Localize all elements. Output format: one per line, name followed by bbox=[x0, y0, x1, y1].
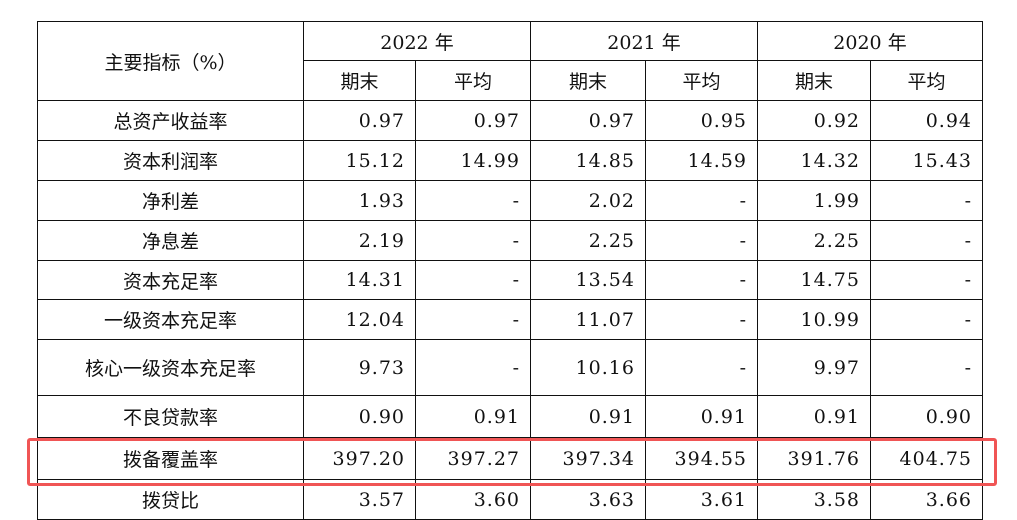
table-row: 总资产收益率 0.97 0.97 0.97 0.95 0.92 0.94 bbox=[37, 100, 983, 141]
table-row: 资本利润率 15.12 14.99 14.85 14.59 14.32 15.43 bbox=[37, 140, 983, 181]
value-cell: - bbox=[870, 180, 983, 221]
value-cell: - bbox=[870, 339, 983, 396]
value-cell: 3.66 bbox=[870, 479, 983, 520]
value-cell: 0.90 bbox=[303, 395, 416, 438]
value-cell: 1.93 bbox=[303, 180, 416, 221]
value-cell: 14.75 bbox=[757, 260, 871, 300]
header-row-sub: 期末 平均 期末 平均 期末 平均 bbox=[38, 60, 983, 101]
value-cell: - bbox=[870, 220, 983, 261]
sub-header-avg: 平均 bbox=[645, 60, 758, 101]
value-cell: 13.54 bbox=[530, 260, 646, 300]
value-cell: 397.34 bbox=[530, 437, 646, 480]
row-label: 净息差 bbox=[37, 220, 304, 261]
indicator-header: 主要指标（%） bbox=[37, 21, 304, 101]
value-cell: 394.55 bbox=[645, 437, 758, 480]
table-row: 一级资本充足率 12.04-11.07-10.99- bbox=[37, 299, 983, 340]
value-cell: 0.91 bbox=[530, 395, 646, 438]
row-label: 不良贷款率 bbox=[37, 395, 304, 438]
value-cell: - bbox=[645, 339, 758, 396]
value-cell: 0.97 bbox=[415, 100, 531, 141]
table-row: 不良贷款率 0.90 0.91 0.91 0.91 0.91 0.90 bbox=[37, 395, 983, 438]
table-row: 净利差 1.93-2.02-1.99- bbox=[37, 180, 983, 221]
value-cell: 2.19 bbox=[303, 220, 416, 261]
value-cell: 2.25 bbox=[757, 220, 871, 261]
row-label: 资本充足率 bbox=[37, 260, 304, 300]
year-header: 2022 年 bbox=[303, 21, 531, 61]
value-cell: 0.91 bbox=[757, 395, 871, 438]
value-cell: - bbox=[415, 180, 531, 221]
value-cell: 3.63 bbox=[530, 479, 646, 520]
value-cell: 10.99 bbox=[757, 299, 871, 340]
sub-header-avg: 平均 bbox=[415, 60, 531, 101]
value-cell: 9.73 bbox=[303, 339, 416, 396]
table-row: 拨贷比 3.57 3.60 3.63 3.61 3.58 3.66 bbox=[37, 479, 983, 520]
value-cell: 397.20 bbox=[303, 437, 416, 480]
value-cell: - bbox=[645, 299, 758, 340]
value-cell: 404.75 bbox=[870, 437, 983, 480]
table-row: 拨备覆盖率 397.20 397.27 397.34 394.55 391.76 404.7… bbox=[37, 437, 983, 480]
value-cell: 0.97 bbox=[303, 100, 416, 141]
value-cell: 11.07 bbox=[530, 299, 646, 340]
value-cell: 391.76 bbox=[757, 437, 871, 480]
year-header: 2020 年 bbox=[757, 21, 983, 61]
financial-indicators-table: 主要指标（%） 2022 年 2021 年 2020 年 期末 平均 期末 平均… bbox=[37, 21, 983, 520]
value-cell: 3.60 bbox=[415, 479, 531, 520]
value-cell: 0.97 bbox=[530, 100, 646, 141]
value-cell: 14.85 bbox=[530, 140, 646, 181]
row-label: 拨备覆盖率 bbox=[37, 437, 304, 480]
value-cell: - bbox=[415, 299, 531, 340]
table-row: 资本充足率 14.31-13.54-14.75- bbox=[37, 260, 983, 300]
value-cell: - bbox=[415, 260, 531, 300]
sub-header-end: 期末 bbox=[303, 60, 416, 101]
value-cell: 2.25 bbox=[530, 220, 646, 261]
value-cell: 397.27 bbox=[415, 437, 531, 480]
row-label: 净利差 bbox=[37, 180, 304, 221]
value-cell: - bbox=[645, 260, 758, 300]
value-cell: 9.97 bbox=[757, 339, 871, 396]
value-cell: 1.99 bbox=[757, 180, 871, 221]
value-cell: - bbox=[645, 180, 758, 221]
value-cell: 3.58 bbox=[757, 479, 871, 520]
value-cell: 0.91 bbox=[645, 395, 758, 438]
value-cell: 14.31 bbox=[303, 260, 416, 300]
row-label: 总资产收益率 bbox=[37, 100, 304, 141]
year-header: 2021 年 bbox=[530, 21, 758, 61]
value-cell: 0.92 bbox=[757, 100, 871, 141]
row-label: 核心一级资本充足率 bbox=[37, 339, 304, 396]
header-row-years: 主要指标（%） 2022 年 2021 年 2020 年 bbox=[37, 21, 983, 101]
value-cell: 14.99 bbox=[415, 140, 531, 181]
row-label: 拨贷比 bbox=[37, 479, 304, 520]
sub-header-avg: 平均 bbox=[870, 60, 983, 101]
row-label: 资本利润率 bbox=[37, 140, 304, 181]
value-cell: 14.59 bbox=[645, 140, 758, 181]
value-cell: 12.04 bbox=[303, 299, 416, 340]
value-cell: - bbox=[870, 299, 983, 340]
value-cell: 2.02 bbox=[530, 180, 646, 221]
value-cell: 15.12 bbox=[303, 140, 416, 181]
table-row: 核心一级资本充足率 9.73-10.16-9.97- bbox=[37, 339, 983, 396]
value-cell: - bbox=[415, 339, 531, 396]
value-cell: 14.32 bbox=[757, 140, 871, 181]
value-cell: - bbox=[645, 220, 758, 261]
row-label: 一级资本充足率 bbox=[37, 299, 304, 340]
value-cell: 0.91 bbox=[415, 395, 531, 438]
value-cell: 10.16 bbox=[530, 339, 646, 396]
value-cell: 3.57 bbox=[303, 479, 416, 520]
value-cell: 3.61 bbox=[645, 479, 758, 520]
value-cell: 15.43 bbox=[870, 140, 983, 181]
value-cell: - bbox=[870, 260, 983, 300]
value-cell: 0.95 bbox=[645, 100, 758, 141]
sub-header-end: 期末 bbox=[530, 60, 646, 101]
value-cell: - bbox=[415, 220, 531, 261]
sub-header-end: 期末 bbox=[757, 60, 871, 101]
value-cell: 0.94 bbox=[870, 100, 983, 141]
table-row: 净息差 2.19-2.25-2.25- bbox=[37, 220, 983, 261]
value-cell: 0.90 bbox=[870, 395, 983, 438]
